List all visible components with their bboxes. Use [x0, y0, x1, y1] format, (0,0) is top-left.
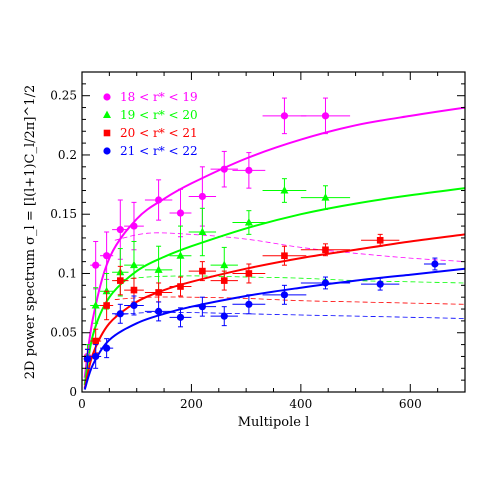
data-point [431, 260, 439, 268]
data-point [280, 291, 289, 299]
data-point [155, 307, 163, 316]
series-3-dashed-curve [114, 311, 465, 319]
data-point [376, 236, 384, 244]
data-point [130, 301, 138, 310]
data-point [130, 222, 138, 230]
data-point [130, 286, 138, 294]
data-point [220, 277, 228, 284]
series-0-points [83, 97, 351, 369]
legend-entry-0: 18 < r* < 19 [103, 90, 198, 104]
data-point [117, 277, 124, 284]
data-point [92, 352, 100, 361]
data-point [102, 286, 111, 295]
plot-area [83, 97, 465, 390]
legend-label: 19 < r* < 20 [120, 108, 198, 122]
x-tick-label: 400 [289, 397, 312, 411]
data-point [198, 192, 206, 201]
legend-marker [103, 129, 111, 137]
series-2-fit-curve [83, 233, 465, 389]
axes: 0 200 400 600 0 0.05 0.1 0.15 0.2 0.25 Multipole l… [23, 71, 466, 430]
data-point [220, 165, 228, 173]
y-tick-label: 0.1 [58, 266, 77, 280]
data-point [116, 226, 124, 234]
data-point [91, 301, 100, 309]
series-2-points [83, 233, 400, 369]
data-point [92, 337, 99, 345]
x-axis-title: Multipole l [238, 415, 310, 430]
data-point [176, 209, 185, 217]
data-point [154, 265, 163, 273]
series-0-fit-curve [83, 106, 465, 378]
data-point [83, 355, 92, 363]
series-1-dashed-curve [114, 275, 465, 284]
data-point [129, 260, 138, 269]
series-3-points [83, 257, 446, 369]
legend: 18 < r* < 19 19 < r* < 20 20 < r* < 21 21 <… [103, 90, 198, 158]
data-point [220, 312, 228, 320]
y-tick-label: 0.15 [50, 207, 77, 221]
data-point [155, 289, 162, 296]
data-point [103, 252, 111, 260]
data-point [103, 344, 111, 352]
data-point [103, 302, 110, 309]
data-point [321, 112, 330, 120]
data-point [198, 303, 206, 311]
series-1-fit-curve [83, 187, 465, 386]
data-point [116, 310, 124, 318]
data-point [220, 260, 229, 269]
y-tick-label: 0.2 [58, 148, 77, 162]
data-point [244, 218, 253, 226]
data-point [321, 279, 330, 287]
y-tick-label: 0 [69, 385, 77, 399]
legend-label: 18 < r* < 19 [120, 90, 198, 104]
series-1-points [83, 178, 351, 369]
data-point [376, 280, 384, 288]
legend-marker [103, 147, 111, 155]
legend-entry-3: 21 < r* < 22 [103, 144, 198, 158]
data-point [321, 193, 330, 201]
data-point [245, 300, 253, 308]
data-point [245, 166, 253, 174]
x-tick-label: 200 [180, 397, 203, 411]
data-point [199, 267, 206, 275]
x-tick-label: 0 [78, 397, 86, 411]
legend-label: 21 < r* < 22 [120, 144, 198, 158]
data-point [322, 246, 329, 254]
legend-entry-2: 20 < r* < 21 [103, 126, 198, 140]
data-point [176, 313, 185, 321]
data-point [281, 252, 288, 260]
series-2-dashed-curve [114, 296, 465, 305]
data-point [177, 283, 184, 290]
legend-marker [103, 93, 111, 101]
y-tick-label: 0.25 [50, 89, 77, 103]
legend-marker [103, 110, 111, 118]
data-point [280, 186, 289, 194]
data-point [280, 112, 289, 120]
y-axis-title: 2D power spectrum σ_l = [l(l+1)C_l/2π]^1… [23, 85, 38, 379]
y-tick-label: 0.05 [50, 326, 77, 340]
legend-entry-1: 19 < r* < 20 [103, 108, 198, 122]
series-0-dashed-curve [114, 232, 465, 262]
x-tick-label: 600 [399, 397, 422, 411]
data-point [198, 227, 207, 235]
legend-label: 20 < r* < 21 [120, 126, 198, 140]
data-point [176, 251, 185, 259]
series-3-fit-curve [83, 267, 465, 390]
data-point [92, 261, 100, 269]
data-point [245, 270, 253, 277]
data-point [155, 196, 163, 204]
